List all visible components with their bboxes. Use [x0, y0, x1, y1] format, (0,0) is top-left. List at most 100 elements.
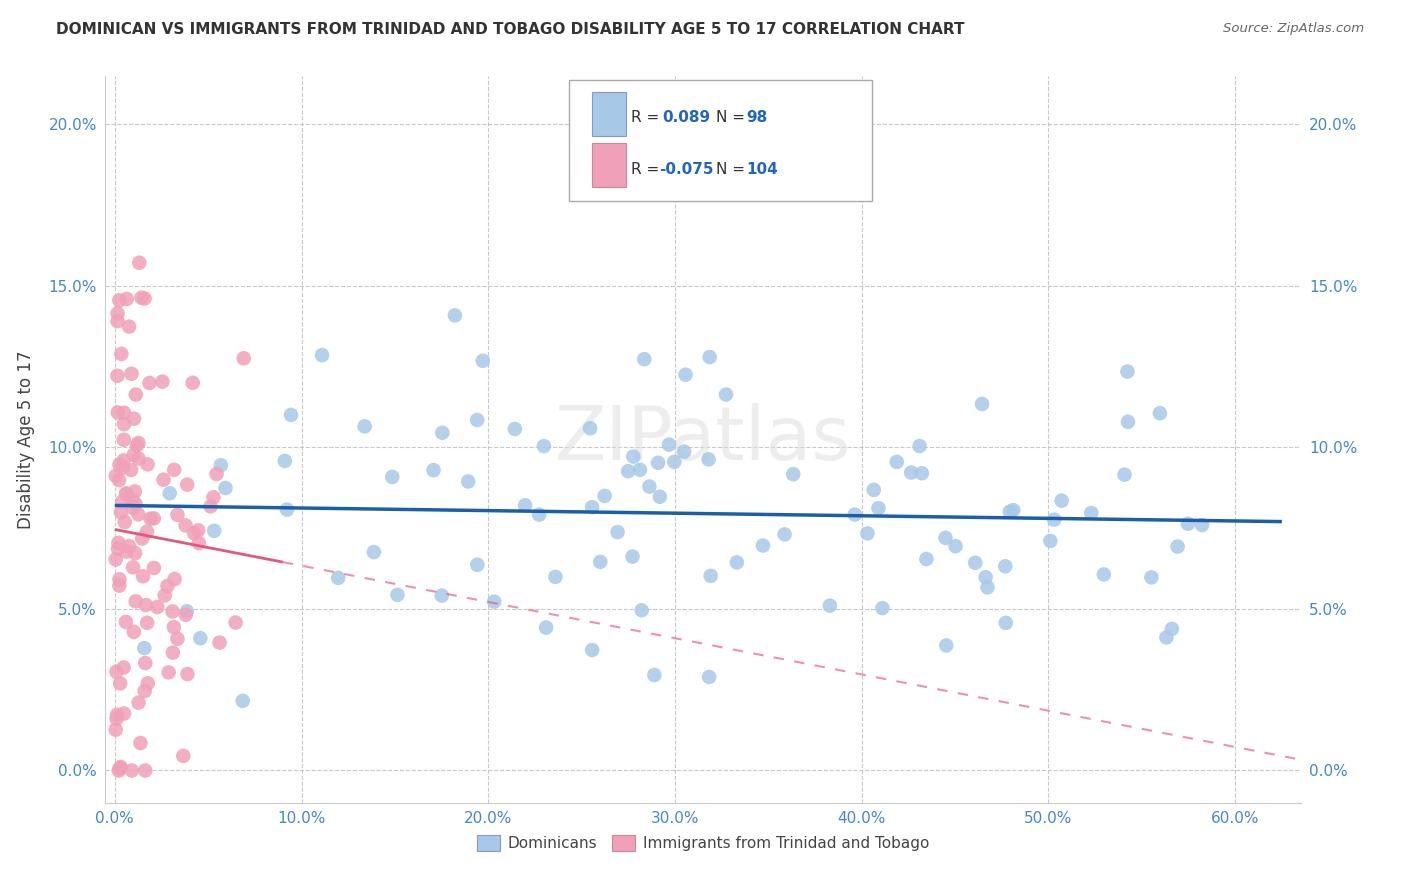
Point [699, 350, 721, 364]
Point [112, 417, 135, 431]
Point [172, 748, 194, 763]
Point [872, 601, 894, 615]
Point [132, 569, 155, 583]
Point [844, 508, 866, 522]
Point [457, 475, 479, 489]
Point [675, 368, 697, 382]
Text: N =: N = [716, 161, 749, 177]
Point [868, 501, 890, 516]
Point [112, 453, 135, 467]
Point [714, 387, 737, 401]
Point [593, 489, 616, 503]
Text: 98: 98 [747, 111, 768, 126]
Point [527, 508, 550, 522]
Point [107, 306, 129, 320]
Point [387, 588, 409, 602]
Point [994, 559, 1017, 574]
Text: -0.075: -0.075 [659, 161, 714, 177]
Point [125, 438, 148, 452]
Point [915, 552, 938, 566]
Point [107, 314, 129, 328]
Point [111, 494, 134, 508]
Point [638, 479, 661, 493]
Point [911, 467, 934, 481]
Point [1039, 533, 1062, 548]
Point [1002, 503, 1025, 517]
Point [134, 292, 156, 306]
Point [146, 600, 169, 615]
Point [122, 624, 145, 639]
Point [188, 631, 211, 645]
Point [183, 526, 205, 541]
Point [232, 694, 254, 708]
Point [112, 660, 135, 674]
Point [115, 615, 138, 629]
Text: R =: R = [631, 161, 665, 177]
Point [107, 536, 129, 550]
Point [176, 667, 198, 681]
Point [112, 406, 135, 420]
Point [276, 502, 298, 516]
Point [115, 292, 138, 306]
Point [1156, 631, 1178, 645]
Point [108, 579, 131, 593]
Point [187, 524, 209, 538]
Point [697, 452, 720, 467]
Point [1149, 406, 1171, 420]
Text: Source: ZipAtlas.com: Source: ZipAtlas.com [1223, 22, 1364, 36]
Point [112, 706, 135, 721]
Point [139, 511, 162, 525]
Point [965, 556, 987, 570]
Point [621, 549, 644, 564]
Point [174, 607, 197, 622]
Point [152, 473, 174, 487]
Point [118, 319, 141, 334]
Point [131, 532, 153, 546]
Point [465, 413, 488, 427]
Point [534, 621, 557, 635]
Point [1177, 516, 1199, 531]
Point [110, 760, 132, 774]
Point [138, 376, 160, 390]
Point [1167, 540, 1189, 554]
Point [579, 421, 602, 435]
Point [134, 684, 156, 698]
Point [162, 646, 184, 660]
Point [105, 707, 128, 722]
Point [363, 545, 385, 559]
Point [121, 493, 143, 508]
Point [120, 463, 142, 477]
Point [482, 594, 505, 608]
Point [176, 477, 198, 491]
Point [209, 458, 232, 473]
Point [621, 450, 644, 464]
Point [976, 580, 998, 594]
Point [1043, 513, 1066, 527]
Point [353, 419, 375, 434]
Point [105, 368, 128, 383]
Point [108, 293, 131, 308]
Point [118, 539, 141, 553]
Point [159, 486, 181, 500]
Point [136, 676, 159, 690]
Point [136, 524, 159, 539]
Point [589, 555, 612, 569]
Point [156, 579, 179, 593]
Point [633, 352, 655, 367]
Point [1092, 567, 1115, 582]
Point [862, 483, 884, 497]
Point [121, 367, 143, 381]
Point [112, 460, 135, 475]
Point [122, 411, 145, 425]
Point [225, 615, 247, 630]
Point [725, 555, 748, 569]
Point [752, 539, 775, 553]
Point [606, 525, 628, 540]
Point [945, 539, 967, 553]
Point [673, 444, 696, 458]
Text: N =: N = [716, 111, 749, 126]
Point [124, 497, 146, 511]
Point [127, 451, 149, 466]
Point [699, 569, 721, 583]
Text: 0.089: 0.089 [662, 111, 710, 126]
